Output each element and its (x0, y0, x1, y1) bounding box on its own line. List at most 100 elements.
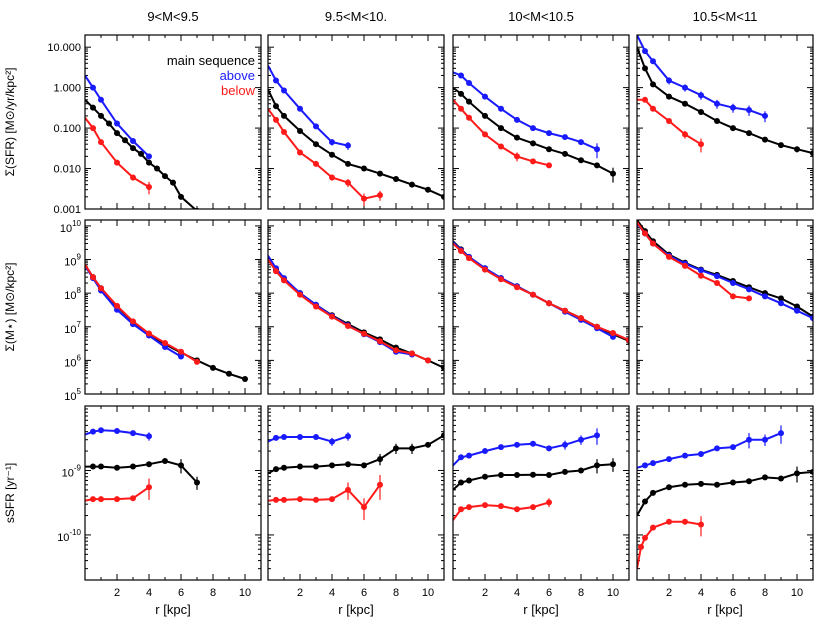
data-point-main (458, 479, 464, 486)
data-point-below (281, 496, 287, 503)
data-point-above (313, 434, 319, 441)
data-point-main (610, 170, 616, 177)
data-point-below (329, 496, 335, 503)
data-point-below (313, 303, 319, 310)
data-point-above (666, 456, 672, 463)
data-point-below (666, 117, 672, 124)
data-point-above (666, 77, 672, 84)
ylabel-ssfr: sSFR [yr⁻¹] (3, 463, 17, 523)
data-point-main (610, 461, 616, 468)
xlabel-3: r [kpc] (523, 602, 558, 617)
data-point-above (778, 300, 784, 307)
panel-ssfr-4 (636, 405, 814, 581)
data-point-below (90, 496, 96, 503)
data-point-main (482, 112, 488, 119)
data-point-above (273, 434, 279, 441)
data-point-main (746, 130, 752, 137)
data-point-main (762, 474, 768, 481)
series-group-mass-2 (268, 255, 444, 371)
ylabel-mass: Σ(M⋆) [M⊙/kpc²] (3, 263, 17, 352)
data-point-below (498, 276, 504, 283)
data-point-main (778, 475, 784, 482)
data-point-above (130, 137, 136, 144)
data-point-below (425, 357, 431, 364)
ytick-exponent: 10 (72, 219, 81, 228)
data-point-above (466, 452, 472, 459)
data-point-below (730, 293, 736, 300)
series-group-ssfr-3 (453, 428, 616, 521)
panel-mass-3 (452, 219, 630, 395)
xlabel-4: r [kpc] (707, 602, 742, 617)
data-point-main (154, 165, 160, 172)
data-point-main (794, 146, 800, 153)
data-point-below (698, 141, 704, 148)
data-point-main (794, 470, 800, 477)
data-point-below (98, 496, 104, 503)
data-point-below (514, 506, 520, 513)
series-group-mass-3 (453, 240, 629, 344)
data-point-main (90, 463, 96, 470)
data-point-below (642, 230, 648, 237)
data-point-above (562, 441, 568, 448)
data-point-main (273, 466, 279, 473)
data-point-below (650, 105, 656, 112)
series-line-below (453, 242, 629, 342)
data-point-above (650, 58, 656, 65)
data-point-below (297, 149, 303, 156)
data-point-main (409, 445, 415, 452)
data-point-below (498, 143, 504, 150)
data-point-main (698, 108, 704, 115)
data-point-below (482, 502, 488, 509)
data-point-above (146, 153, 152, 160)
data-point-below (466, 255, 472, 262)
ytick-label-sfr: 10.000 (47, 42, 81, 54)
data-point-main (666, 484, 672, 491)
xtick-label: 2 (297, 587, 303, 599)
data-point-above (530, 125, 536, 132)
xtick-label: 4 (698, 587, 704, 599)
data-point-main (361, 462, 367, 469)
data-point-below (361, 330, 367, 337)
data-point-below (578, 315, 584, 322)
data-point-main (514, 134, 520, 141)
data-point-main (122, 137, 128, 144)
data-point-above (698, 92, 704, 99)
data-point-above (313, 123, 319, 130)
data-point-above (794, 307, 800, 314)
ytick-label-ssfr: 10-10 (57, 528, 81, 544)
data-point-main (714, 117, 720, 124)
data-point-below (530, 158, 536, 165)
data-point-above (682, 84, 688, 91)
panel-frame (267, 405, 445, 581)
data-point-main (329, 151, 335, 158)
panel-sfr-2 (267, 34, 445, 210)
xtick-label: 4 (514, 587, 520, 599)
data-point-below (114, 496, 120, 503)
panel-mass-2 (267, 219, 445, 395)
data-point-above (594, 432, 600, 439)
data-point-main (441, 364, 444, 371)
data-point-main (114, 130, 120, 137)
data-point-main (698, 480, 704, 487)
data-point-main (98, 112, 104, 119)
xtick-label: 6 (178, 587, 184, 599)
data-point-below (482, 266, 488, 273)
xtick-label: 10 (791, 587, 803, 599)
data-point-main (546, 146, 552, 153)
data-point-below (130, 318, 136, 325)
series-line-main (268, 256, 444, 369)
data-point-above (130, 430, 136, 437)
series-line-above (453, 71, 598, 151)
data-point-above (281, 434, 287, 441)
data-point-below (90, 274, 96, 281)
data-point-above (714, 100, 720, 107)
series-group-mass-4 (637, 220, 813, 322)
panel-mass-4 (636, 219, 814, 395)
data-point-main (562, 468, 568, 475)
data-point-main (650, 81, 656, 88)
data-point-below (130, 495, 136, 502)
series-group-sfr-2 (268, 65, 444, 206)
data-point-below (626, 337, 629, 344)
data-point-below (130, 174, 136, 181)
data-point-above (762, 293, 768, 300)
